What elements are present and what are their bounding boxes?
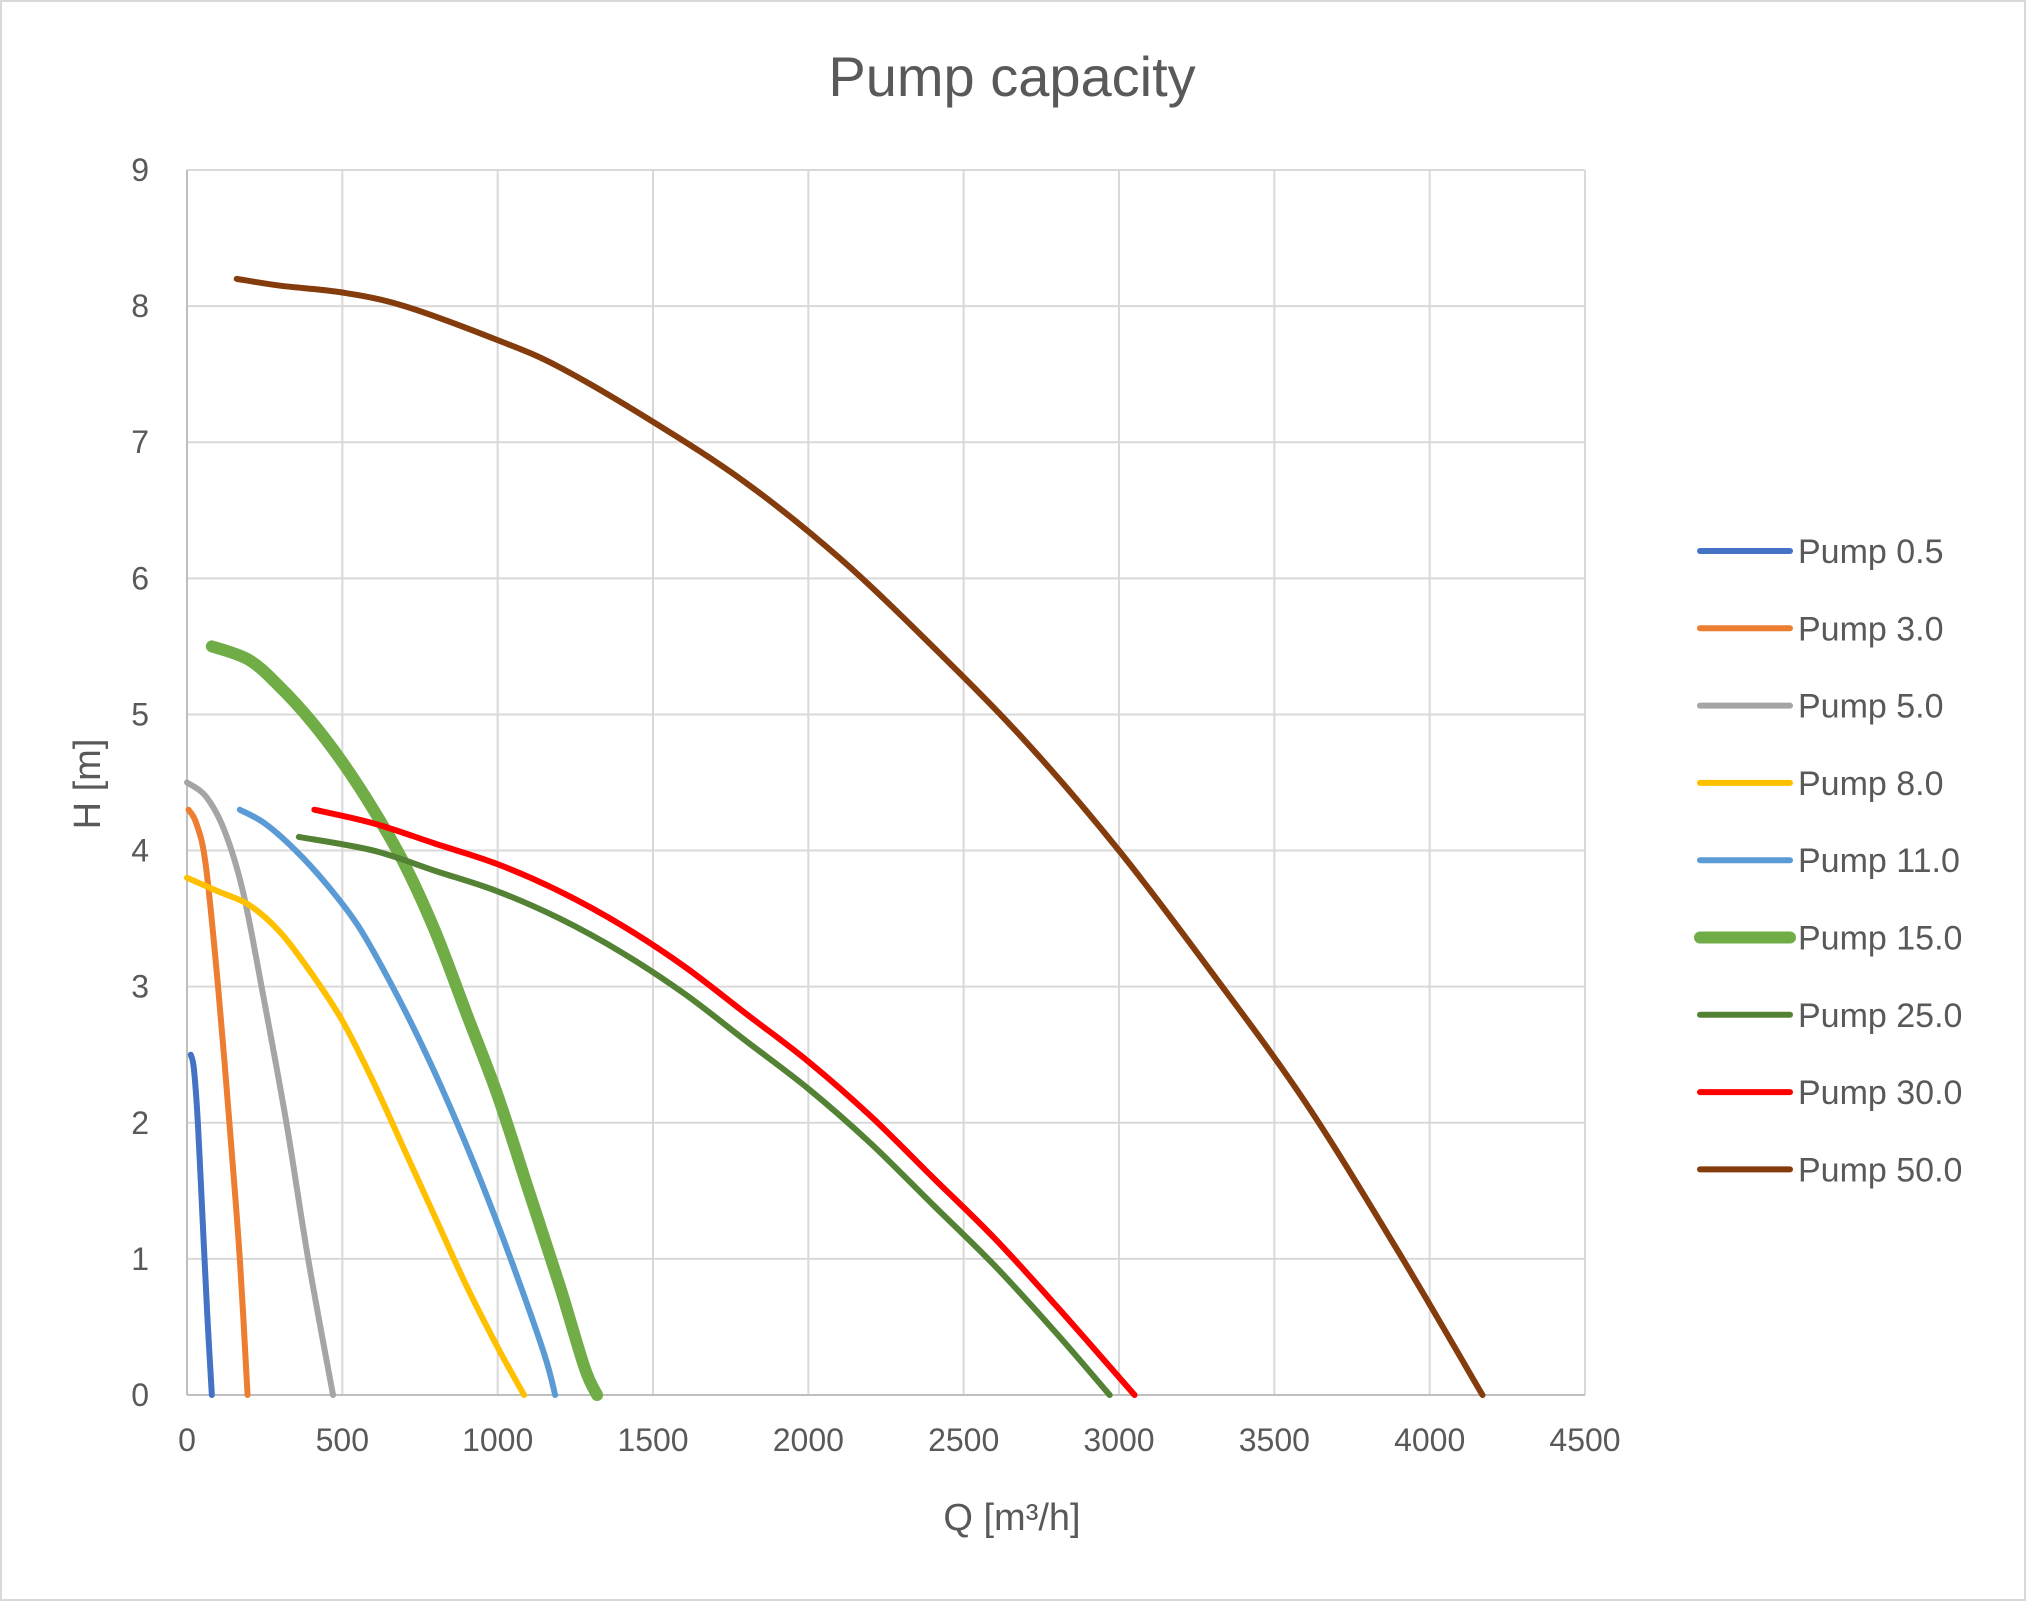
legend-label-pump-15-0: Pump 15.0 xyxy=(1798,920,1962,958)
legend-label-pump-5-0: Pump 5.0 xyxy=(1798,688,1944,726)
x-tick-label: 2500 xyxy=(928,1422,999,1458)
legend-label-pump-8-0: Pump 8.0 xyxy=(1798,765,1944,803)
chart-title: Pump capacity xyxy=(828,45,1195,108)
y-tick-label: 0 xyxy=(131,1377,149,1413)
legend-label-pump-11-0: Pump 11.0 xyxy=(1798,842,1960,880)
x-tick-label: 3000 xyxy=(1083,1422,1154,1458)
x-tick-label: 4500 xyxy=(1549,1422,1620,1458)
series-line-pump-25-0 xyxy=(295,833,1113,1398)
y-tick-label: 4 xyxy=(131,833,149,869)
x-tick-label: 0 xyxy=(178,1422,196,1458)
x-tick-label: 500 xyxy=(316,1422,369,1458)
series-line-pump-15-0 xyxy=(205,640,604,1401)
y-tick-label: 2 xyxy=(131,1105,149,1141)
x-axis-title: Q [m³/h] xyxy=(943,1497,1080,1539)
legend-label-pump-25-0: Pump 25.0 xyxy=(1798,997,1962,1035)
x-tick-label: 1500 xyxy=(617,1422,688,1458)
y-tick-label: 7 xyxy=(131,424,149,460)
y-tick-label: 5 xyxy=(131,696,149,732)
axes: 0 500 1000 1500 2000 2500 3000 3500 4000 4500 0 1 2 3… xyxy=(131,152,1620,1458)
series-line-pump-0-5 xyxy=(187,1051,215,1398)
series-line-pump-30-0 xyxy=(311,806,1138,1398)
series-line-pump-11-0 xyxy=(236,806,559,1398)
y-tick-label: 6 xyxy=(131,560,149,596)
y-tick-label: 1 xyxy=(131,1241,149,1277)
legend: Pump 0.5 Pump 3.0 Pump 5.0 Pump 8.0 Pump 11.… xyxy=(1694,533,1962,1189)
series-line-pump-5-0 xyxy=(184,779,337,1398)
legend-label-pump-0-5: Pump 0.5 xyxy=(1798,533,1944,571)
y-tick-label: 9 xyxy=(131,152,149,188)
series-line-pump-3-0 xyxy=(185,806,251,1398)
grid xyxy=(187,169,1586,1395)
y-tick-label: 3 xyxy=(131,969,149,1005)
x-tick-label: 1000 xyxy=(462,1422,533,1458)
legend-label-pump-50-0: Pump 50.0 xyxy=(1798,1151,1962,1189)
x-tick-label: 4000 xyxy=(1394,1422,1465,1458)
y-axis-title: H [m] xyxy=(67,739,109,830)
series-line-pump-50-0 xyxy=(233,275,1486,1398)
legend-label-pump-30-0: Pump 30.0 xyxy=(1798,1074,1962,1112)
series-line-pump-8-0 xyxy=(184,874,528,1398)
x-tick-label: 2000 xyxy=(773,1422,844,1458)
y-tick-label: 8 xyxy=(131,288,149,324)
x-tick-label: 3500 xyxy=(1239,1422,1310,1458)
series xyxy=(184,275,1486,1401)
legend-label-pump-3-0: Pump 3.0 xyxy=(1798,610,1944,648)
